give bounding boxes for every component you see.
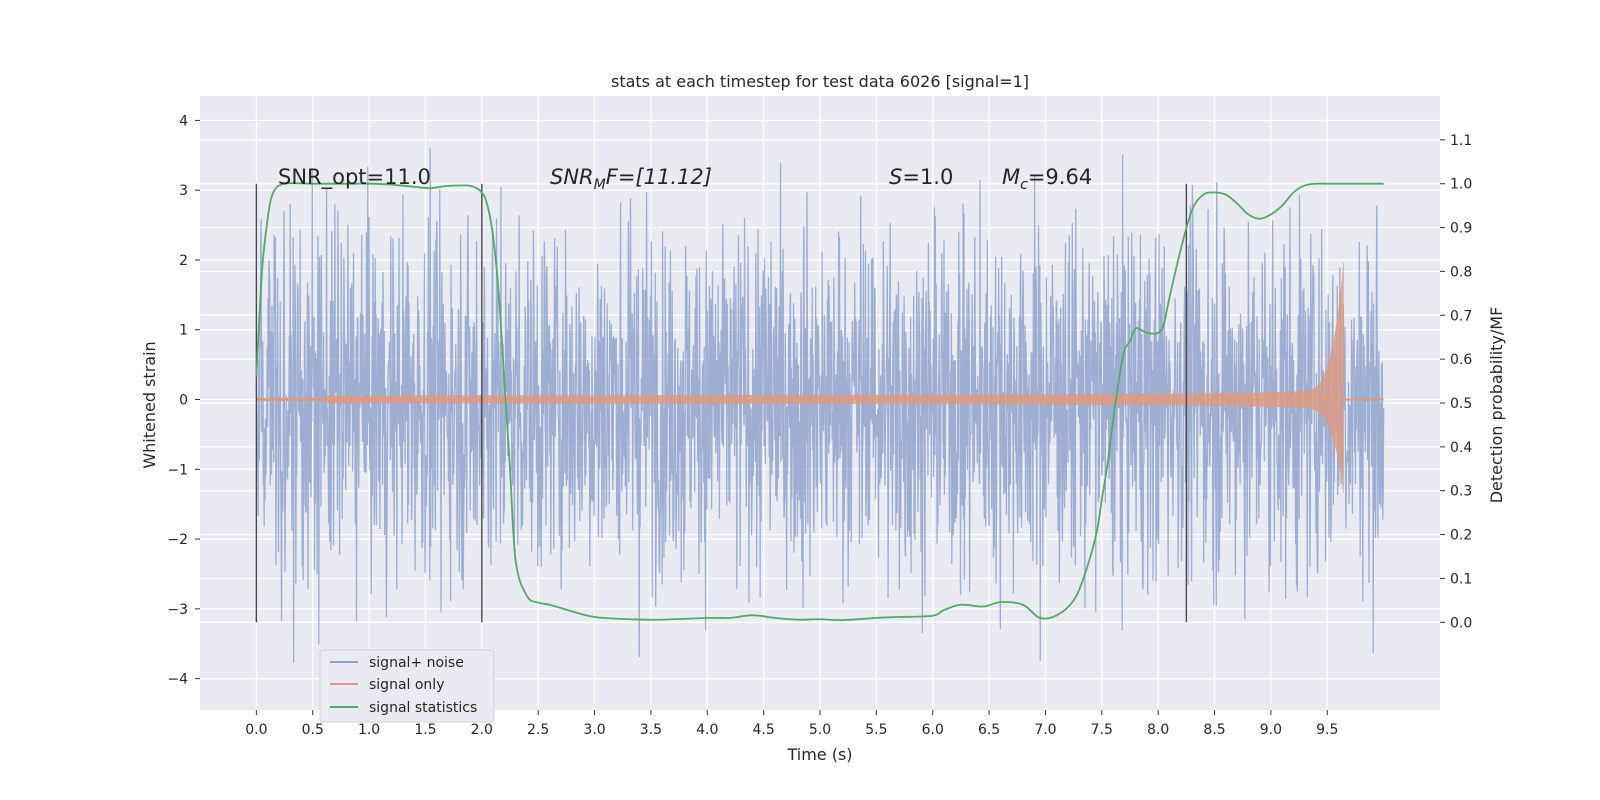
signal-noise-trace: [255, 147, 1385, 663]
x-tick-label: 7.5: [1091, 722, 1113, 738]
left-tick-label: 1: [179, 323, 188, 339]
annotation-s: S=1.0: [889, 165, 953, 189]
x-tick-label: 6.5: [978, 722, 1000, 738]
x-axis-ticks: 0.0 0.5 1.0 1.5 2.0 2.5 3.0 3.5 4.0 4.5 5.0 5.5 6.0 6…: [245, 710, 1338, 738]
right-tick-label: 0.6: [1450, 352, 1472, 368]
vertical-markers: [255, 183, 1188, 623]
x-tick-label: 8.5: [1203, 722, 1225, 738]
left-axis-ticks: 4 3 2 1 0 −1 −2 −3 −4: [167, 113, 200, 688]
left-tick-label: 2: [179, 253, 188, 269]
annotation-snr-mf: SNRMF=[11.12]: [550, 165, 712, 193]
left-tick-label: −3: [167, 602, 188, 618]
x-tick-label: 0.0: [245, 722, 267, 738]
right-tick-label: 0.3: [1450, 484, 1472, 500]
right-tick-label: 0.7: [1450, 308, 1472, 324]
x-tick-label: 3.0: [583, 722, 605, 738]
left-tick-label: −1: [167, 462, 188, 478]
x-tick-label: 9.5: [1316, 722, 1338, 738]
legend-label-signal-noise: signal+ noise: [369, 655, 464, 671]
right-axis-ticks: 1.1 1.0 0.9 0.8 0.7 0.6 0.5 0.4 0.3 0.2 0.1 0.0: [1440, 133, 1472, 631]
left-axis-label: Whitened strain: [140, 341, 159, 468]
left-tick-label: 4: [179, 113, 188, 129]
x-tick-label: 4.5: [753, 722, 775, 738]
x-tick-label: 9.0: [1260, 722, 1282, 738]
legend-label-signal-only: signal only: [369, 677, 444, 693]
right-tick-label: 1.1: [1450, 133, 1472, 149]
series-signal-statistics: [255, 182, 1384, 622]
x-tick-label: 6.0: [922, 722, 944, 738]
left-tick-label: 3: [179, 183, 188, 199]
left-tick-label: −2: [167, 532, 188, 548]
right-tick-label: 0.4: [1450, 440, 1472, 456]
signal-only-envelope: [256, 262, 1344, 494]
x-tick-label: 5.5: [865, 722, 887, 738]
annotation-mc: Mc=9.64: [1002, 165, 1092, 193]
right-tick-label: 0.8: [1450, 264, 1472, 280]
x-tick-label: 0.5: [302, 722, 324, 738]
right-tick-label: 0.2: [1450, 528, 1472, 544]
x-tick-label: 2.5: [527, 722, 549, 738]
annotation-snr-opt: SNR_opt=11.0: [278, 165, 431, 190]
right-tick-label: 0.0: [1450, 615, 1472, 631]
series-signal-only: [256, 262, 1384, 494]
x-tick-label: 7.0: [1034, 722, 1056, 738]
legend-label-signal-statistics: signal statistics: [369, 700, 477, 716]
series-signal-noise: [255, 147, 1385, 663]
x-tick-label: 1.0: [358, 722, 380, 738]
right-tick-label: 0.5: [1450, 396, 1472, 412]
legend: signal+ noise signal only signal statist…: [319, 649, 495, 723]
x-axis-label: Time (s): [786, 745, 852, 764]
left-tick-label: 0: [179, 393, 188, 409]
x-tick-label: 3.5: [640, 722, 662, 738]
right-tick-label: 0.1: [1450, 571, 1472, 587]
x-tick-label: 1.5: [414, 722, 436, 738]
right-tick-label: 0.9: [1450, 221, 1472, 237]
x-tick-label: 4.0: [696, 722, 718, 738]
x-tick-label: 2.0: [471, 722, 493, 738]
chart-title: stats at each timestep for test data 602…: [611, 72, 1029, 91]
x-tick-label: 5.0: [809, 722, 831, 738]
right-axis-label: Detection probability/MF: [1487, 307, 1506, 504]
right-tick-label: 1.0: [1450, 177, 1472, 193]
x-tick-label: 8.0: [1147, 722, 1169, 738]
left-tick-label: −4: [167, 672, 188, 688]
legend-box: [319, 649, 495, 723]
